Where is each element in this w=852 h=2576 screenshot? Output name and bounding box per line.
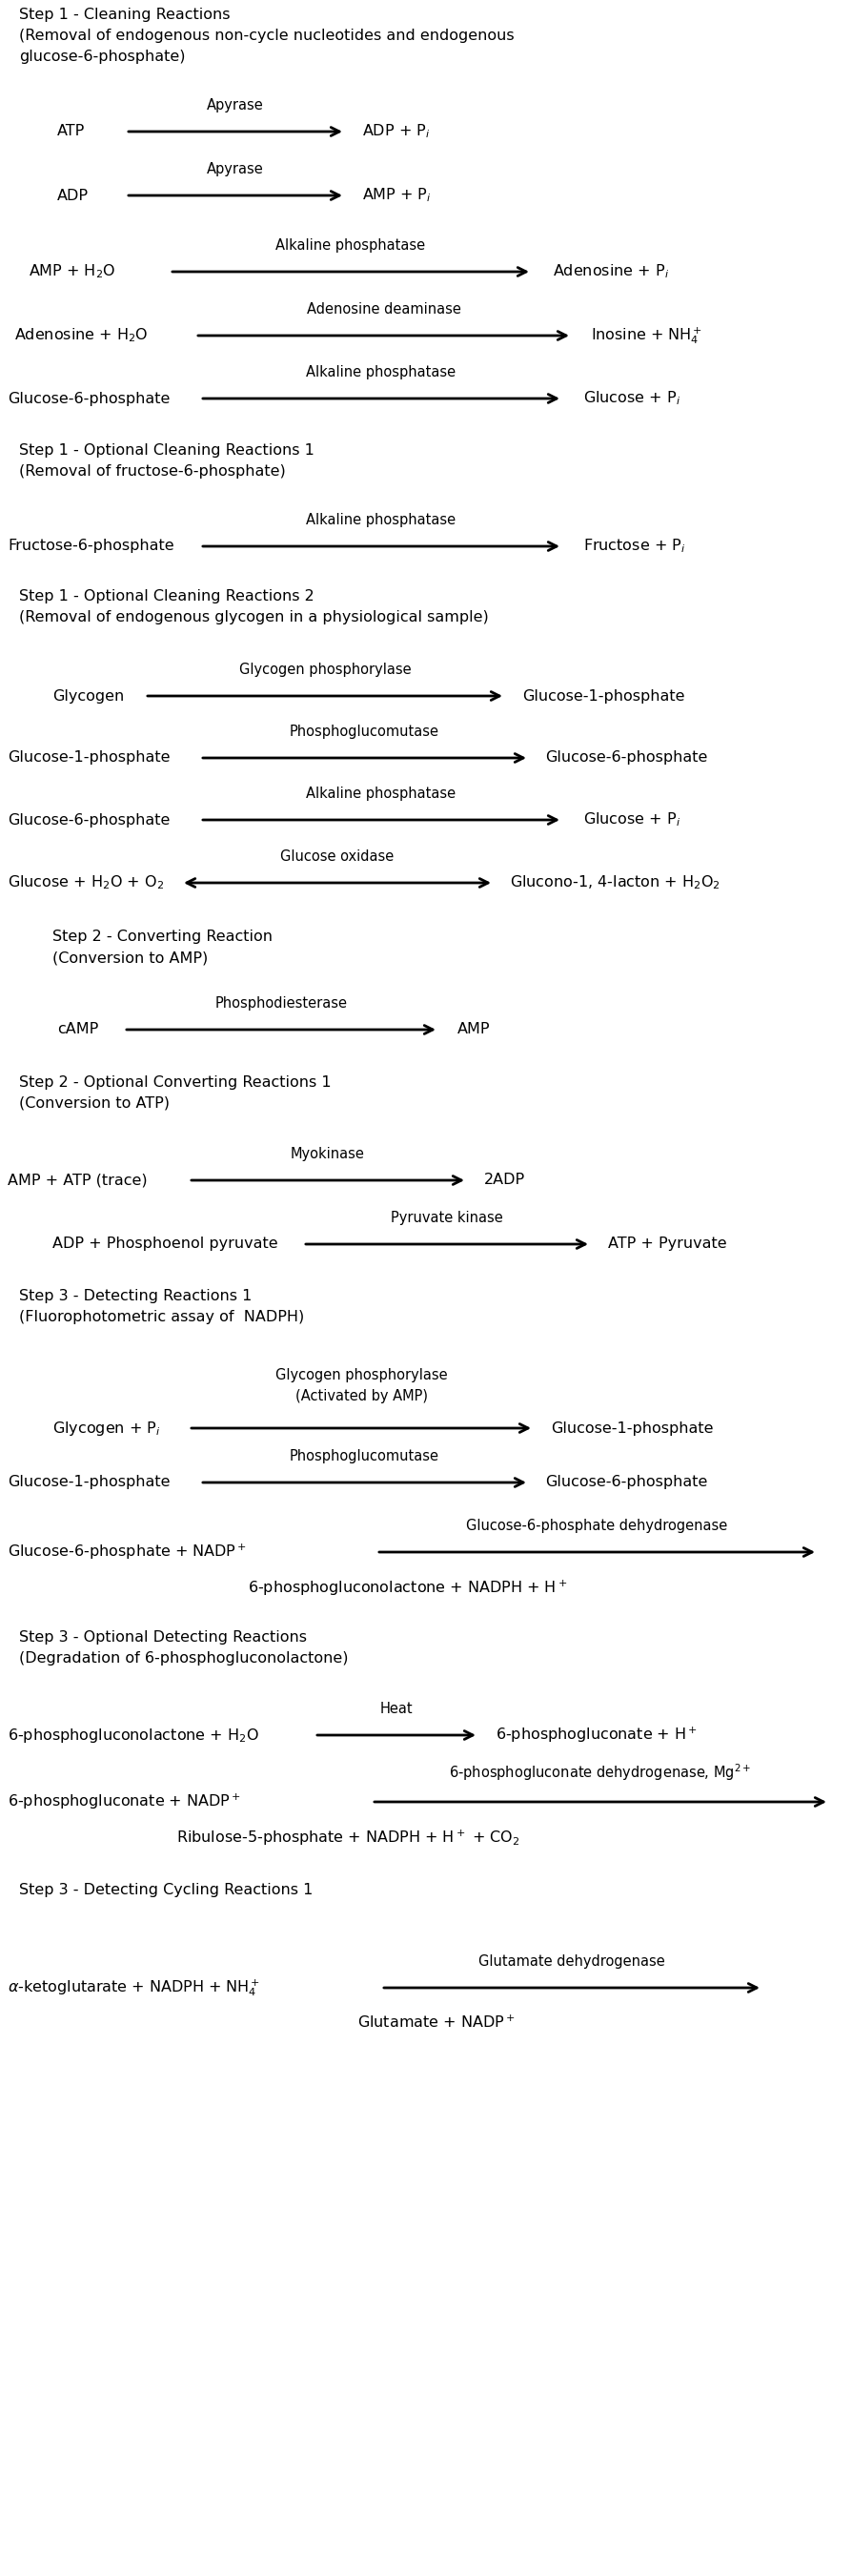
Text: (Degradation of 6-phosphogluconolactone): (Degradation of 6-phosphogluconolactone) (19, 1651, 348, 1667)
Text: 6-phosphogluconolactone + NADPH + H$^+$: 6-phosphogluconolactone + NADPH + H$^+$ (248, 1579, 567, 1597)
Text: Step 1 - Optional Cleaning Reactions 1: Step 1 - Optional Cleaning Reactions 1 (19, 443, 314, 459)
Text: AMP + P$_i$: AMP + P$_i$ (362, 185, 432, 204)
Text: glucose-6-phosphate): glucose-6-phosphate) (19, 49, 186, 64)
Text: (Removal of endogenous glycogen in a physiological sample): (Removal of endogenous glycogen in a phy… (19, 611, 489, 623)
Text: (Removal of endogenous non-cycle nucleotides and endogenous: (Removal of endogenous non-cycle nucleot… (19, 28, 515, 44)
Text: Glycogen phosphorylase: Glycogen phosphorylase (275, 1368, 447, 1383)
Text: ADP: ADP (57, 188, 89, 204)
Text: Myokinase: Myokinase (291, 1146, 365, 1162)
Text: Glucose-6-phosphate: Glucose-6-phosphate (545, 750, 707, 765)
Text: Adenosine + P$_i$: Adenosine + P$_i$ (553, 263, 669, 281)
Text: Glutamate dehydrogenase: Glutamate dehydrogenase (479, 1955, 665, 1968)
Text: Step 3 - Optional Detecting Reactions: Step 3 - Optional Detecting Reactions (19, 1631, 307, 1643)
Text: Glucose + P$_i$: Glucose + P$_i$ (584, 811, 681, 829)
Text: Inosine + NH$_4^+$: Inosine + NH$_4^+$ (591, 325, 702, 345)
Text: cAMP: cAMP (57, 1023, 98, 1036)
Text: ATP: ATP (57, 124, 85, 139)
Text: Phosphodiesterase: Phosphodiesterase (215, 997, 348, 1010)
Text: Alkaline phosphatase: Alkaline phosphatase (307, 786, 456, 801)
Text: Glucose oxidase: Glucose oxidase (280, 850, 394, 863)
Text: (Activated by AMP): (Activated by AMP) (295, 1388, 428, 1404)
Text: 2ADP: 2ADP (484, 1172, 525, 1188)
Text: Glucose-6-phosphate dehydrogenase: Glucose-6-phosphate dehydrogenase (466, 1520, 728, 1533)
Text: Phosphoglucomutase: Phosphoglucomutase (290, 724, 440, 739)
Text: 6-phosphogluconate + H$^+$: 6-phosphogluconate + H$^+$ (496, 1726, 698, 1744)
Text: (Conversion to AMP): (Conversion to AMP) (53, 951, 208, 966)
Text: ADP + P$_i$: ADP + P$_i$ (362, 124, 430, 142)
Text: Step 2 - Converting Reaction: Step 2 - Converting Reaction (53, 930, 273, 943)
Text: Glucose-6-phosphate + NADP$^+$: Glucose-6-phosphate + NADP$^+$ (8, 1543, 247, 1561)
Text: 6-phosphogluconolactone + H$_2$O: 6-phosphogluconolactone + H$_2$O (8, 1726, 259, 1744)
Text: ATP + Pyruvate: ATP + Pyruvate (608, 1236, 727, 1252)
Text: Heat: Heat (380, 1703, 413, 1716)
Text: Alkaline phosphatase: Alkaline phosphatase (307, 513, 456, 528)
Text: Step 2 - Optional Converting Reactions 1: Step 2 - Optional Converting Reactions 1 (19, 1074, 331, 1090)
Text: (Conversion to ATP): (Conversion to ATP) (19, 1097, 170, 1110)
Text: ADP + Phosphoenol pyruvate: ADP + Phosphoenol pyruvate (53, 1236, 278, 1252)
Text: (Removal of fructose-6-phosphate): (Removal of fructose-6-phosphate) (19, 464, 285, 479)
Text: Apyrase: Apyrase (207, 162, 264, 175)
Text: Glucose + P$_i$: Glucose + P$_i$ (584, 389, 681, 407)
Text: Glucose-6-phosphate: Glucose-6-phosphate (8, 814, 170, 827)
Text: Glucono-1, 4-lacton + H$_2$O$_2$: Glucono-1, 4-lacton + H$_2$O$_2$ (509, 873, 721, 891)
Text: Adenosine deaminase: Adenosine deaminase (307, 301, 461, 317)
Text: Glycogen: Glycogen (53, 688, 124, 703)
Text: AMP: AMP (458, 1023, 491, 1036)
Text: Fructose-6-phosphate: Fructose-6-phosphate (8, 538, 174, 554)
Text: $\alpha$-ketoglutarate + NADPH + NH$_4^+$: $\alpha$-ketoglutarate + NADPH + NH$_4^+… (8, 1978, 260, 1999)
Text: Alkaline phosphatase: Alkaline phosphatase (307, 366, 456, 379)
Text: Step 1 - Cleaning Reactions: Step 1 - Cleaning Reactions (19, 8, 230, 23)
Text: 6-phosphogluconate + NADP$^+$: 6-phosphogluconate + NADP$^+$ (8, 1793, 241, 1811)
Text: Glucose-1-phosphate: Glucose-1-phosphate (8, 1476, 170, 1489)
Text: Glycogen + P$_i$: Glycogen + P$_i$ (53, 1419, 160, 1437)
Text: Phosphoglucomutase: Phosphoglucomutase (290, 1450, 440, 1463)
Text: Glucose-1-phosphate: Glucose-1-phosphate (551, 1422, 713, 1435)
Text: AMP + H$_2$O: AMP + H$_2$O (29, 263, 116, 281)
Text: Adenosine + H$_2$O: Adenosine + H$_2$O (14, 327, 148, 345)
Text: 6-phosphogluconate dehydrogenase, Mg$^{2+}$: 6-phosphogluconate dehydrogenase, Mg$^{2… (449, 1762, 751, 1783)
Text: Fructose + P$_i$: Fructose + P$_i$ (584, 538, 686, 556)
Text: Pyruvate kinase: Pyruvate kinase (391, 1211, 503, 1226)
Text: Glucose + H$_2$O + O$_2$: Glucose + H$_2$O + O$_2$ (8, 873, 164, 891)
Text: Apyrase: Apyrase (207, 98, 264, 113)
Text: (Fluorophotometric assay of  NADPH): (Fluorophotometric assay of NADPH) (19, 1311, 304, 1324)
Text: Glucose-1-phosphate: Glucose-1-phosphate (8, 750, 170, 765)
Text: Step 1 - Optional Cleaning Reactions 2: Step 1 - Optional Cleaning Reactions 2 (19, 590, 314, 603)
Text: Glycogen phosphorylase: Glycogen phosphorylase (239, 662, 411, 677)
Text: Step 3 - Detecting Cycling Reactions 1: Step 3 - Detecting Cycling Reactions 1 (19, 1883, 313, 1896)
Text: AMP + ATP (trace): AMP + ATP (trace) (8, 1172, 147, 1188)
Text: Ribulose-5-phosphate + NADPH + H$^+$ + CO$_2$: Ribulose-5-phosphate + NADPH + H$^+$ + C… (176, 1829, 520, 1847)
Text: Glucose-6-phosphate: Glucose-6-phosphate (545, 1476, 707, 1489)
Text: Glucose-1-phosphate: Glucose-1-phosphate (522, 688, 685, 703)
Text: Glutamate + NADP$^+$: Glutamate + NADP$^+$ (357, 2014, 515, 2030)
Text: Glucose-6-phosphate: Glucose-6-phosphate (8, 392, 170, 404)
Text: Step 3 - Detecting Reactions 1: Step 3 - Detecting Reactions 1 (19, 1288, 252, 1303)
Text: Alkaline phosphatase: Alkaline phosphatase (276, 240, 426, 252)
